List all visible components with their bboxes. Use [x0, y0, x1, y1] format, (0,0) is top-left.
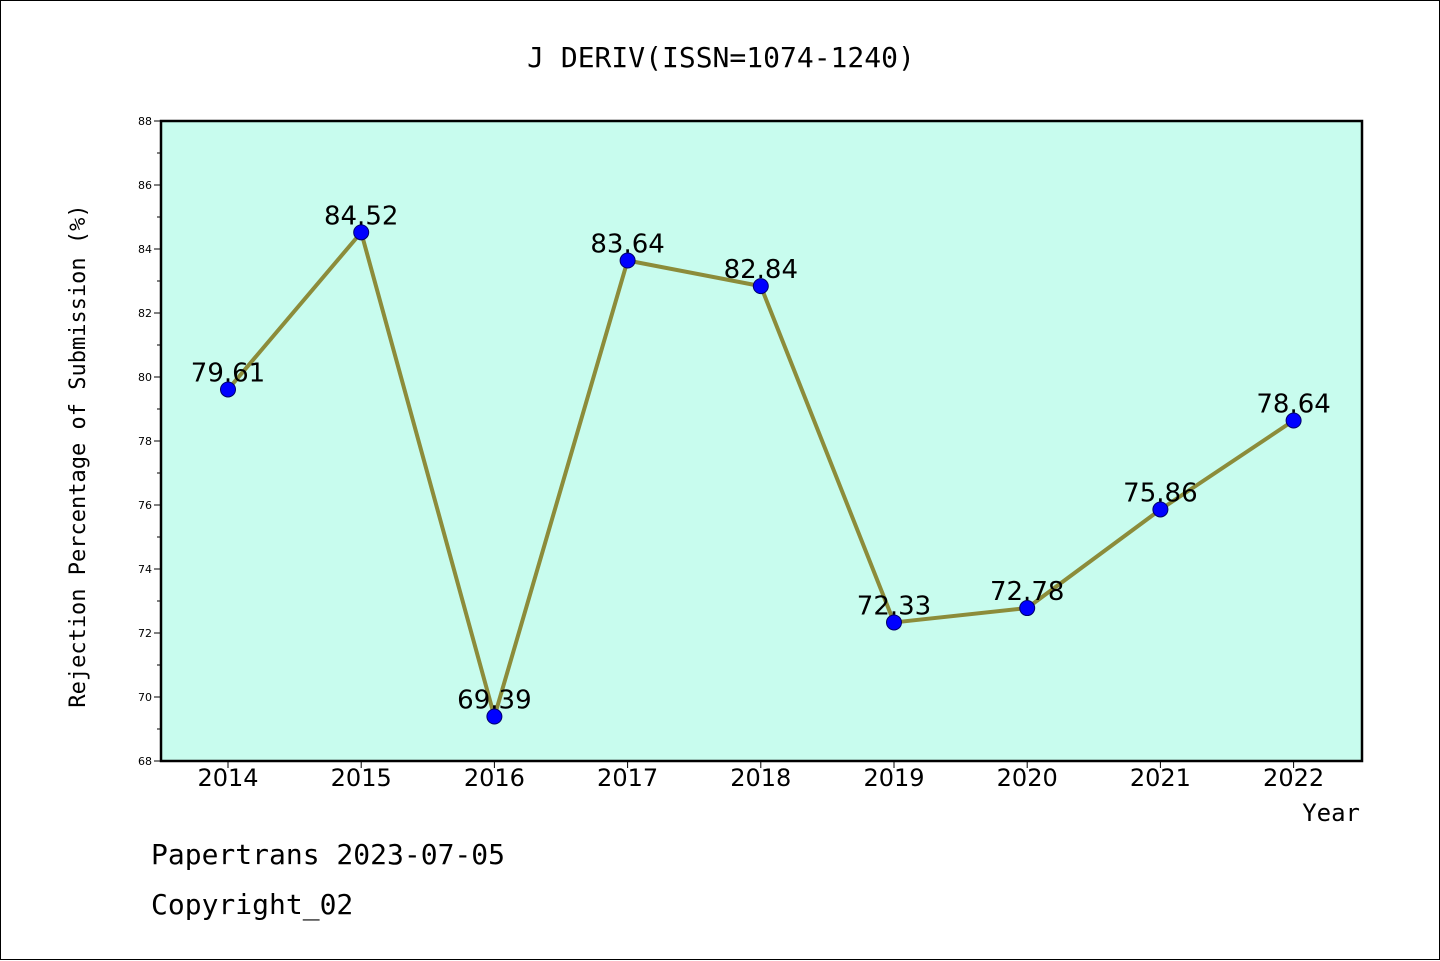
data-label: 78.64	[1256, 390, 1330, 420]
y-tick-label: 76	[138, 499, 152, 512]
x-tick-label: 2014	[197, 764, 258, 792]
data-point	[220, 381, 236, 398]
x-tick-label: 2018	[730, 764, 791, 792]
x-tick-label: 2017	[597, 764, 658, 792]
data-point	[486, 708, 503, 725]
y-tick-label: 80	[138, 371, 152, 384]
x-tick-label: 2019	[863, 764, 924, 792]
data-point	[1019, 600, 1036, 617]
footer-copyright: Copyright_02	[151, 888, 353, 922]
data-label: 72.33	[857, 591, 931, 621]
y-tick-label: 70	[138, 691, 152, 704]
data-point	[1152, 501, 1169, 518]
y-tick-label: 86	[138, 179, 152, 192]
y-tick-label: 74	[138, 563, 152, 576]
x-tick-label: 2022	[1263, 764, 1324, 792]
y-tick-label: 68	[138, 755, 152, 768]
data-label: 79.61	[191, 358, 265, 388]
data-label: 82.84	[724, 255, 798, 285]
y-tick-label: 84	[138, 243, 152, 256]
chart-title: J DERIV(ISSN=1074-1240)	[527, 41, 915, 74]
plot-border	[159, 119, 1364, 763]
data-label: 72.78	[990, 577, 1064, 607]
y-axis: 68 70 72 74 76 78 80 82 84 86 88	[138, 115, 161, 768]
data-label: 84.52	[324, 201, 398, 231]
y-axis-label: Rejection Percentage of Submission (%)	[66, 204, 91, 707]
x-axis-label: Year	[1302, 799, 1360, 827]
data-label: 83.64	[590, 230, 664, 260]
footer-papertrans: Papertrans 2023-07-05	[151, 838, 505, 871]
x-tick-label: 2020	[997, 764, 1058, 792]
data-point	[752, 278, 769, 295]
data-labels: 79.61 84.52 69.39 83.64 82.84 72.33 72.78 75.86…	[191, 201, 1331, 715]
data-label: 69.39	[457, 686, 531, 716]
data-point	[353, 224, 370, 241]
y-tick-label: 82	[138, 307, 152, 320]
data-point	[619, 252, 636, 269]
data-point	[886, 614, 902, 631]
data-point	[1285, 412, 1302, 429]
y-tick-label: 78	[138, 435, 152, 448]
series-markers	[220, 224, 1302, 725]
y-tick-label: 88	[138, 115, 152, 128]
y-tick-label: 72	[138, 627, 152, 640]
x-tick-label: 2021	[1130, 764, 1191, 792]
x-tick-label: 2016	[464, 764, 525, 792]
x-tick-label: 2015	[331, 764, 392, 792]
x-axis: 2014 2015 2016 2017 2018 2019 2020 2021 2022	[197, 761, 1324, 792]
data-label: 75.86	[1123, 478, 1197, 508]
